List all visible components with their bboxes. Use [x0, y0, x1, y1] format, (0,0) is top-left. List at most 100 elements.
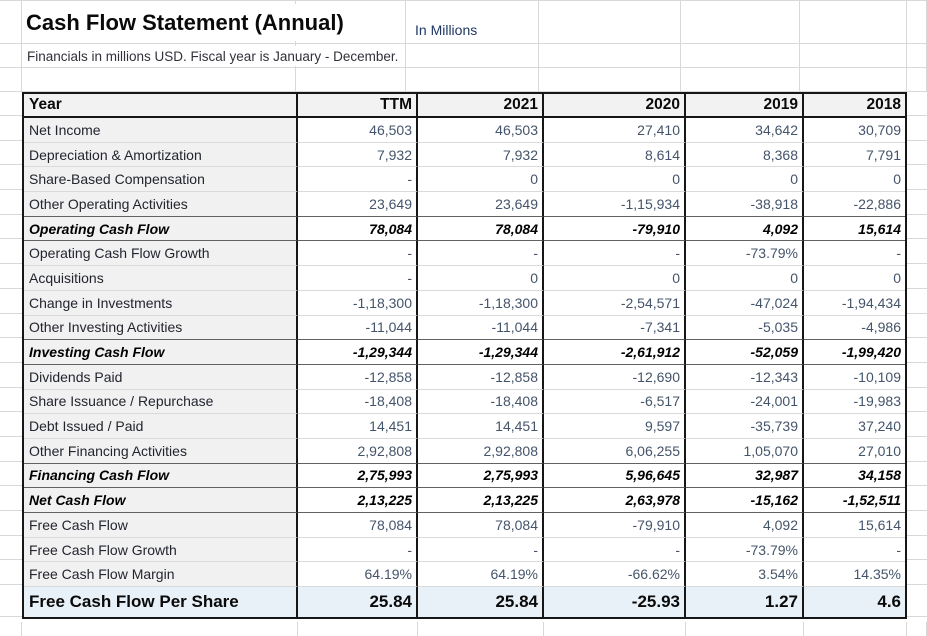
row-label[interactable]: Operating Cash Flow Growth [24, 241, 298, 267]
cell-2018[interactable]: 0 [804, 167, 905, 193]
cell-2020[interactable]: 27,410 [544, 118, 686, 143]
row-label[interactable]: Free Cash Flow Margin [24, 562, 298, 588]
cell-2021[interactable]: 23,649 [418, 192, 544, 217]
cell-2021[interactable]: 78,084 [418, 513, 544, 538]
cell-2018[interactable]: 34,158 [804, 463, 905, 489]
cell-2018[interactable]: 0 [804, 266, 905, 291]
cell-2018[interactable]: -4,986 [804, 315, 905, 341]
row-label[interactable]: Financing Cash Flow [24, 463, 298, 489]
row-label[interactable]: Free Cash Flow Growth [24, 537, 298, 563]
cell-2020[interactable]: -6,517 [544, 389, 686, 415]
cell-2019[interactable]: -35,739 [686, 414, 804, 439]
cell-2019[interactable]: -5,035 [686, 315, 804, 341]
cell-2020[interactable]: 2,63,978 [544, 488, 686, 513]
row-label[interactable]: Net Cash Flow [24, 488, 298, 513]
row-label[interactable]: Investing Cash Flow [24, 340, 298, 365]
row-label[interactable]: Other Financing Activities [24, 438, 298, 464]
header-2021[interactable]: 2021 [418, 94, 544, 118]
cell-2021[interactable]: 7,932 [418, 142, 544, 168]
cell-2020[interactable]: 0 [544, 266, 686, 291]
cell-2021[interactable]: 78,084 [418, 216, 544, 242]
cell-2019[interactable]: -47,024 [686, 290, 804, 316]
cell-2020[interactable]: -2,61,912 [544, 340, 686, 365]
cell-ttm[interactable]: 25.84 [298, 587, 418, 618]
cell-2019[interactable]: 4,092 [686, 216, 804, 242]
row-label[interactable]: Share-Based Compensation [24, 167, 298, 193]
cell-2021[interactable]: 0 [418, 266, 544, 291]
cell-ttm[interactable]: 46,503 [298, 118, 418, 143]
cell-2019[interactable]: 3.54% [686, 562, 804, 588]
cell-2019[interactable]: 32,987 [686, 463, 804, 489]
cell-2021[interactable]: 0 [418, 167, 544, 193]
cell-2020[interactable]: 5,96,645 [544, 463, 686, 489]
cell-2018[interactable]: -22,886 [804, 192, 905, 217]
cell-2020[interactable]: -25.93 [544, 587, 686, 618]
cell-2019[interactable]: 1,05,070 [686, 438, 804, 464]
cell-2018[interactable]: -1,52,511 [804, 488, 905, 513]
cell-2021[interactable]: 46,503 [418, 118, 544, 143]
cell-2018[interactable]: 7,791 [804, 142, 905, 168]
cell-2019[interactable]: 4,092 [686, 513, 804, 538]
cell-ttm[interactable]: 7,932 [298, 142, 418, 168]
row-label[interactable]: Net Income [24, 118, 298, 143]
cell-ttm[interactable]: - [298, 537, 418, 563]
cell-2018[interactable]: 30,709 [804, 118, 905, 143]
cell-2020[interactable]: - [544, 537, 686, 563]
cell-2021[interactable]: -1,18,300 [418, 290, 544, 316]
row-label[interactable]: Dividends Paid [24, 364, 298, 390]
cell-2019[interactable]: -38,918 [686, 192, 804, 217]
cell-2018[interactable]: 15,614 [804, 513, 905, 538]
cell-2019[interactable]: -15,162 [686, 488, 804, 513]
row-label[interactable]: Free Cash Flow [24, 513, 298, 538]
header-year[interactable]: Year [24, 94, 298, 118]
cell-2018[interactable]: -19,983 [804, 389, 905, 415]
header-2019[interactable]: 2019 [686, 94, 804, 118]
cell-2021[interactable]: 14,451 [418, 414, 544, 439]
row-label[interactable]: Free Cash Flow Per Share [24, 587, 298, 618]
cell-2020[interactable]: -2,54,571 [544, 290, 686, 316]
cell-2019[interactable]: 34,642 [686, 118, 804, 143]
cell-ttm[interactable]: -1,18,300 [298, 290, 418, 316]
cell-ttm[interactable]: - [298, 266, 418, 291]
cell-2021[interactable]: 64.19% [418, 562, 544, 588]
row-label[interactable]: Share Issuance / Repurchase [24, 389, 298, 415]
cell-2019[interactable]: 0 [686, 266, 804, 291]
cell-2019[interactable]: 0 [686, 167, 804, 193]
cell-2018[interactable]: 37,240 [804, 414, 905, 439]
header-ttm[interactable]: TTM [298, 94, 418, 118]
row-label[interactable]: Depreciation & Amortization [24, 142, 298, 168]
cell-2018[interactable]: -1,99,420 [804, 340, 905, 365]
cell-2020[interactable]: 0 [544, 167, 686, 193]
cell-2018[interactable]: 27,010 [804, 438, 905, 464]
cell-ttm[interactable]: 14,451 [298, 414, 418, 439]
cell-2019[interactable]: -24,001 [686, 389, 804, 415]
header-2020[interactable]: 2020 [544, 94, 686, 118]
cell-2020[interactable]: -12,690 [544, 364, 686, 390]
cell-2018[interactable]: 4.6 [804, 587, 905, 618]
row-label[interactable]: Debt Issued / Paid [24, 414, 298, 439]
cell-2021[interactable]: 25.84 [418, 587, 544, 618]
cell-ttm[interactable]: -11,044 [298, 315, 418, 341]
cell-2019[interactable]: 1.27 [686, 587, 804, 618]
cell-2020[interactable]: 6,06,255 [544, 438, 686, 464]
cell-2020[interactable]: -66.62% [544, 562, 686, 588]
cell-ttm[interactable]: 2,75,993 [298, 463, 418, 489]
cell-2020[interactable]: 9,597 [544, 414, 686, 439]
cell-2020[interactable]: -7,341 [544, 315, 686, 341]
cell-2018[interactable]: 14.35% [804, 562, 905, 588]
cell-2020[interactable]: -79,910 [544, 216, 686, 242]
cell-2019[interactable]: -73.79% [686, 241, 804, 267]
row-label[interactable]: Change in Investments [24, 290, 298, 316]
cell-2019[interactable]: -52,059 [686, 340, 804, 365]
cell-2021[interactable]: -12,858 [418, 364, 544, 390]
cell-ttm[interactable]: 2,92,808 [298, 438, 418, 464]
cell-ttm[interactable]: -18,408 [298, 389, 418, 415]
row-label[interactable]: Acquisitions [24, 266, 298, 291]
cell-2020[interactable]: - [544, 241, 686, 267]
cell-ttm[interactable]: - [298, 241, 418, 267]
cell-ttm[interactable]: 23,649 [298, 192, 418, 217]
header-2018[interactable]: 2018 [804, 94, 905, 118]
cell-2021[interactable]: 2,13,225 [418, 488, 544, 513]
row-label[interactable]: Other Investing Activities [24, 315, 298, 341]
cell-2021[interactable]: 2,75,993 [418, 463, 544, 489]
